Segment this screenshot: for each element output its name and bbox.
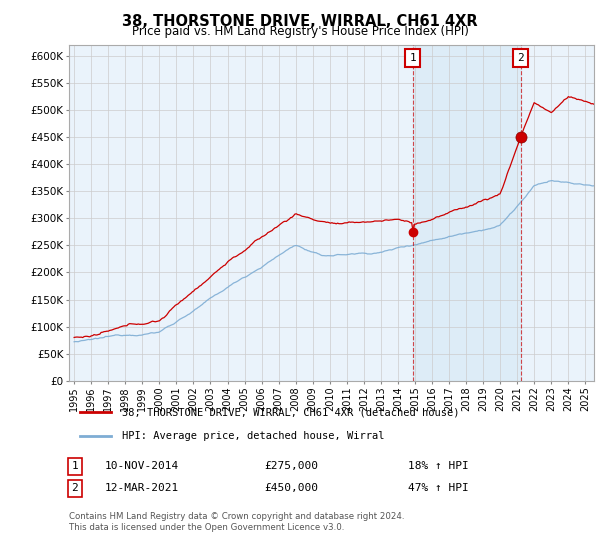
Text: 18% ↑ HPI: 18% ↑ HPI bbox=[408, 461, 469, 472]
Text: 47% ↑ HPI: 47% ↑ HPI bbox=[408, 483, 469, 493]
Text: 1: 1 bbox=[71, 461, 79, 472]
Text: Price paid vs. HM Land Registry's House Price Index (HPI): Price paid vs. HM Land Registry's House … bbox=[131, 25, 469, 38]
Text: HPI: Average price, detached house, Wirral: HPI: Average price, detached house, Wirr… bbox=[121, 431, 384, 441]
Text: 38, THORSTONE DRIVE, WIRRAL, CH61 4XR: 38, THORSTONE DRIVE, WIRRAL, CH61 4XR bbox=[122, 14, 478, 29]
Text: 2: 2 bbox=[71, 483, 79, 493]
Text: 38, THORSTONE DRIVE, WIRRAL, CH61 4XR (detached house): 38, THORSTONE DRIVE, WIRRAL, CH61 4XR (d… bbox=[121, 408, 459, 418]
Text: £275,000: £275,000 bbox=[264, 461, 318, 472]
Text: £450,000: £450,000 bbox=[264, 483, 318, 493]
Text: 12-MAR-2021: 12-MAR-2021 bbox=[105, 483, 179, 493]
Bar bbox=[413, 45, 521, 381]
Text: 1: 1 bbox=[409, 53, 416, 63]
Text: 2: 2 bbox=[517, 53, 524, 63]
Text: Contains HM Land Registry data © Crown copyright and database right 2024.
This d: Contains HM Land Registry data © Crown c… bbox=[69, 512, 404, 532]
Text: 10-NOV-2014: 10-NOV-2014 bbox=[105, 461, 179, 472]
